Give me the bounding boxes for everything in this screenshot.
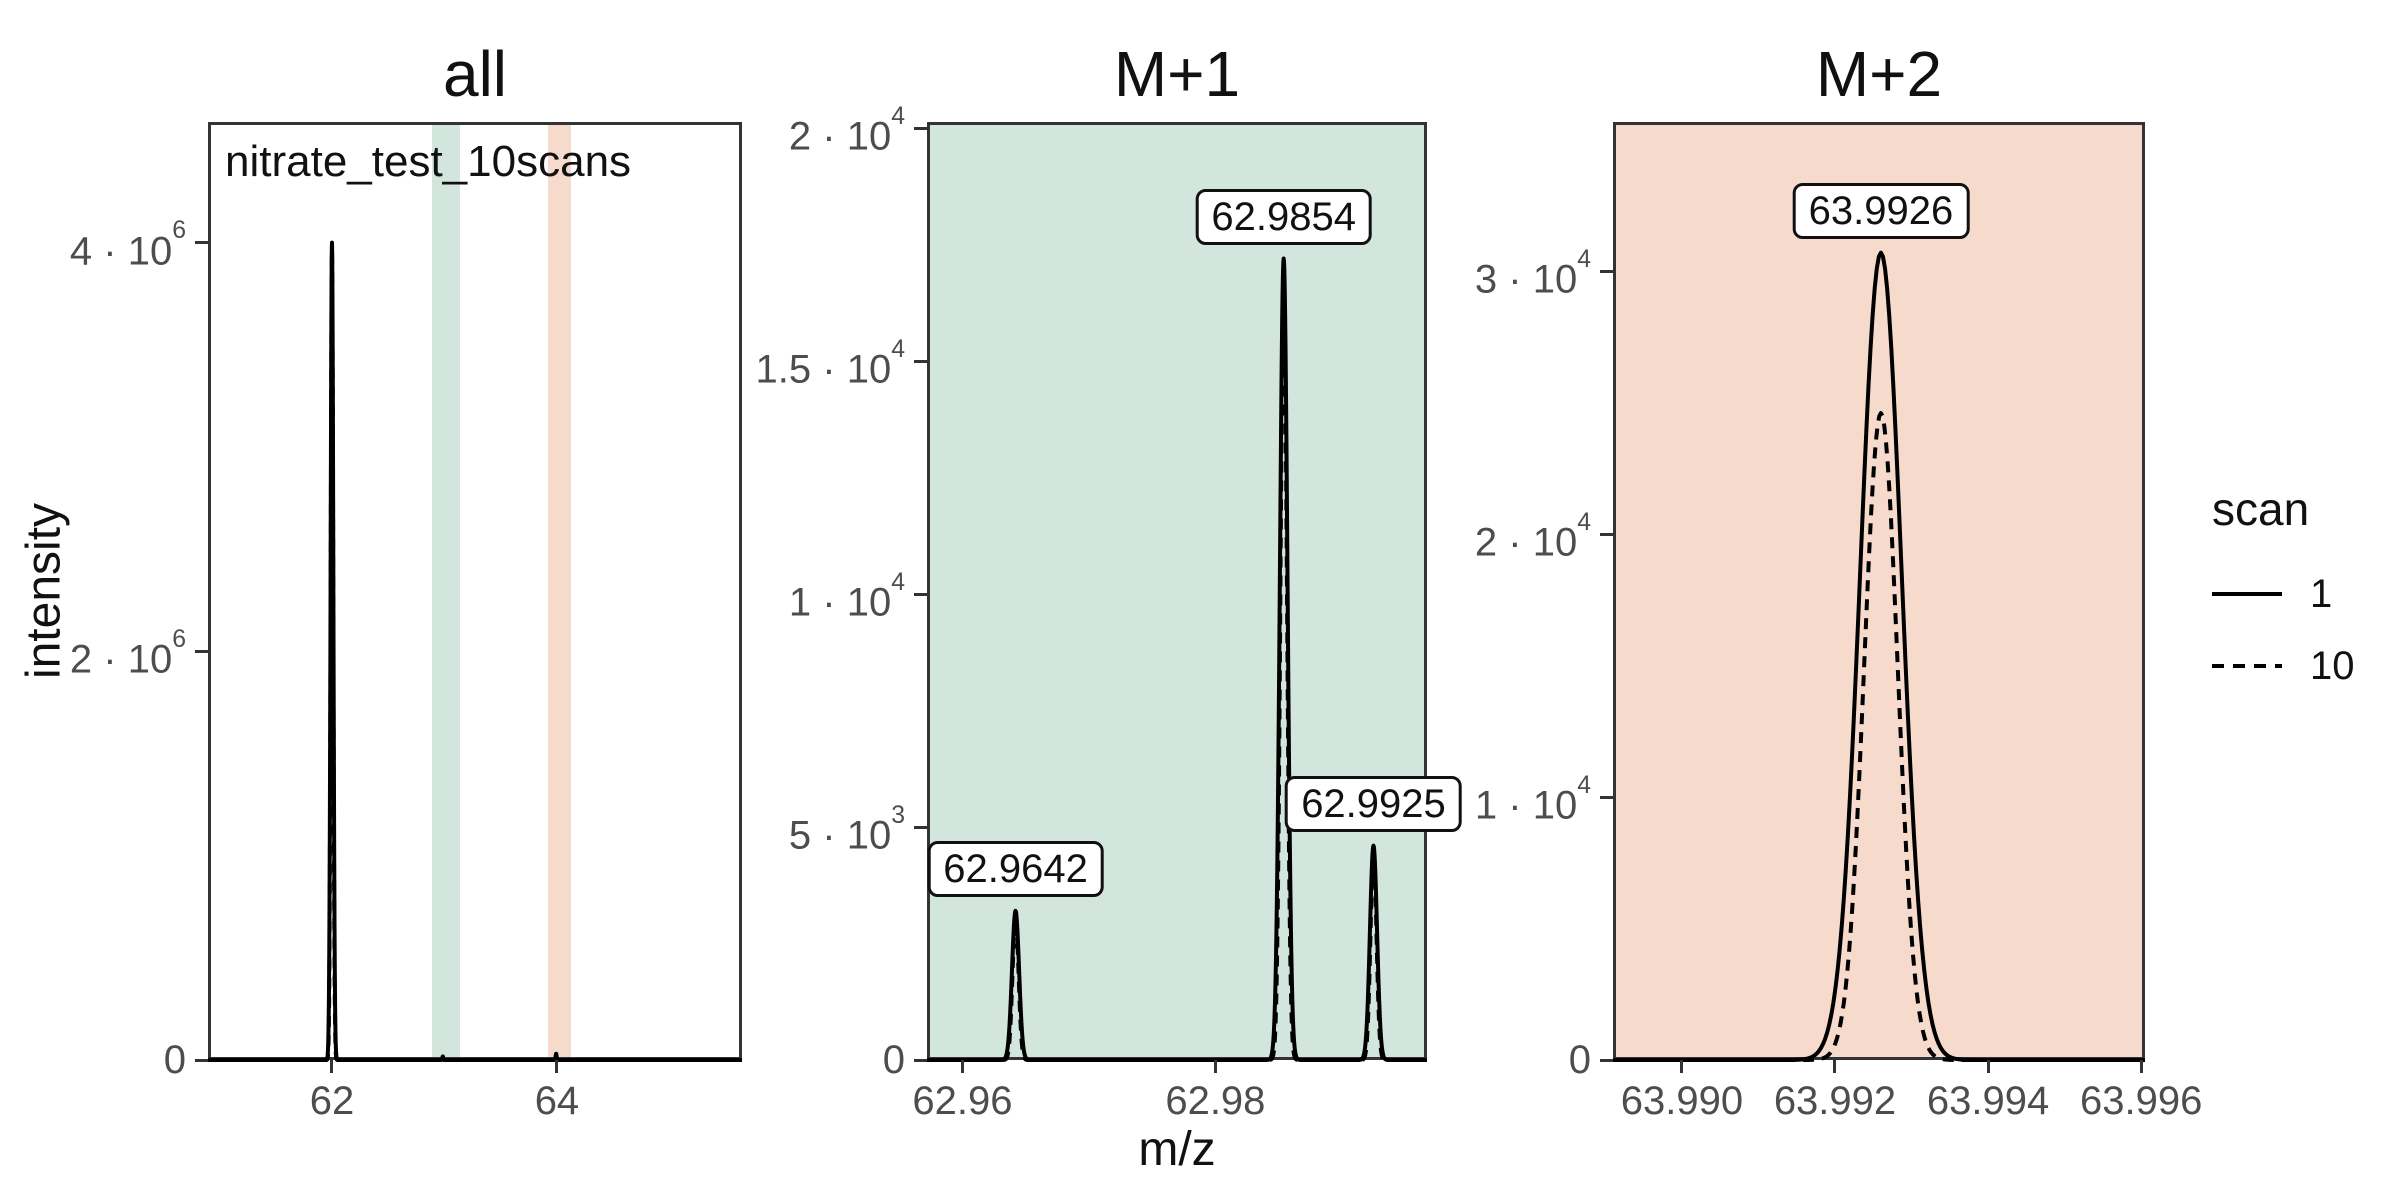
peak-mz-label: 62.9854 (1195, 188, 1372, 245)
dashed-line-key-icon (2212, 664, 2282, 668)
x-tick-label: 63.994 (1926, 1079, 2050, 1123)
y-tick-mark (1600, 795, 1613, 799)
x-tick-label: 63.992 (1773, 1079, 1897, 1123)
legend-entry-label: 1 (2310, 571, 2333, 616)
highlight-band (431, 125, 460, 1057)
y-tick-mark (1600, 269, 1613, 273)
panel-title-m2: M+2 (1815, 38, 1943, 110)
y-tick-label: 2 · 104 (1474, 508, 1591, 565)
peak-mz-label: 62.9925 (1285, 775, 1462, 832)
legend: scan 1 10 (2212, 482, 2398, 710)
y-tick-label: 5 · 103 (788, 801, 905, 858)
y-tick-mark (914, 1058, 927, 1062)
y-tick-label: 2 · 104 (788, 102, 905, 159)
x-tick-mark (330, 1060, 334, 1073)
y-tick-label: 3 · 104 (1474, 245, 1591, 302)
x-tick-label: 62 (309, 1079, 355, 1123)
spectrum-line-scan10 (1613, 411, 2145, 1062)
x-tick-mark (1833, 1060, 1837, 1073)
highlight-band (547, 125, 572, 1057)
spectrum-line-scan1 (927, 256, 1427, 1062)
x-tick-label: 63.996 (2080, 1079, 2203, 1123)
legend-title: scan (2212, 483, 2310, 535)
y-tick-mark (914, 825, 927, 829)
x-tick-mark (1680, 1060, 1684, 1073)
spectrum-line-scan10 (927, 284, 1427, 1062)
panel-all: nitrate_test_10scans (208, 122, 742, 1062)
y-tick-label: 1 · 104 (788, 568, 905, 625)
x-tick-label: 63.990 (1620, 1079, 1744, 1123)
x-tick-label: 64 (534, 1079, 580, 1123)
y-tick-mark (195, 649, 208, 653)
spectrum-line-scan1 (1613, 250, 2145, 1062)
x-tick-mark (960, 1060, 964, 1073)
spectrum-line-scan1 (208, 240, 742, 1062)
y-tick-label: 4 · 106 (69, 217, 186, 273)
y-tick-label: 1 · 104 (1474, 771, 1591, 828)
y-tick-mark (914, 592, 927, 596)
y-tick-mark (1600, 1058, 1613, 1062)
x-tick-mark (1986, 1060, 1990, 1073)
y-tick-mark (914, 359, 927, 363)
panel-title-all: all (442, 38, 508, 110)
sample-annotation: nitrate_test_10scans (225, 137, 632, 186)
x-tick-mark (2139, 1060, 2143, 1073)
solid-line-key-icon (2212, 592, 2282, 596)
x-tick-label: 62.96 (912, 1079, 1013, 1123)
legend-entry-label: 10 (2310, 643, 2355, 688)
x-tick-label: 62.98 (1165, 1079, 1266, 1123)
panel-m1 (927, 122, 1427, 1062)
spectrum-line-scan10 (208, 248, 742, 1062)
panel-all-canvas (208, 240, 742, 1062)
y-tick-mark (195, 1058, 208, 1062)
legend-entry-scan10: 10 (2212, 638, 2398, 694)
legend-entry-scan1: 1 (2212, 566, 2398, 622)
peak-mz-label: 63.9926 (1792, 182, 1970, 239)
panel-m2 (1613, 122, 2145, 1062)
y-tick-mark (914, 126, 927, 130)
y-tick-mark (195, 241, 208, 245)
y-tick-label: 0 (882, 1038, 905, 1082)
y-tick-label: 0 (163, 1038, 186, 1082)
panel-m2-canvas (1613, 250, 2145, 1062)
x-tick-mark (1213, 1060, 1217, 1073)
y-tick-label: 0 (1568, 1038, 1591, 1082)
y-tick-label: 2 · 106 (69, 626, 186, 682)
y-tick-mark (1600, 532, 1613, 536)
x-tick-mark (555, 1060, 559, 1073)
panel-m1-canvas (927, 256, 1427, 1062)
x-axis-title: m/z (1138, 1123, 1216, 1176)
peak-mz-label: 62.9642 (927, 840, 1104, 897)
y-tick-label: 1.5 · 104 (755, 335, 905, 392)
panel-title-m1: M+1 (1113, 38, 1241, 110)
